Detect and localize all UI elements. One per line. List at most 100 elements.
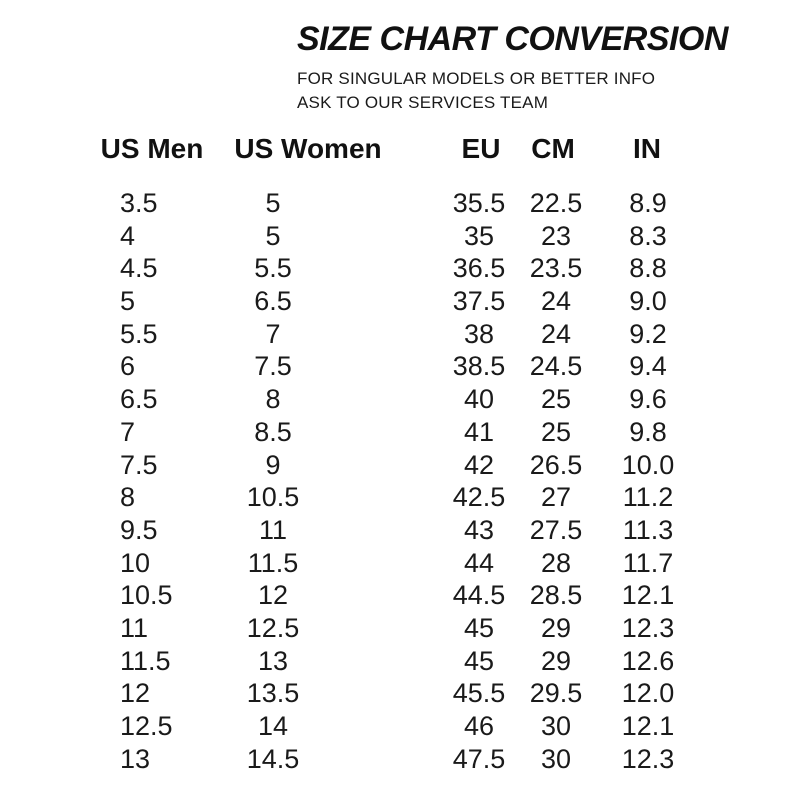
column-header-us-men: US Men [100,133,204,164]
cell-cm: 30 [540,711,572,741]
cell-eu: 38.5 [452,351,506,382]
table-row: 10.5 12 44.5 28.5 12.1 [0,579,800,612]
cell-eu: 40 [463,384,495,415]
cell-cm: 25 [540,384,572,415]
column-header-eu: EU [461,133,501,164]
table-row: 13 14.5 47.5 30 12.3 [0,743,800,776]
cell-cm: 26.5 [529,449,583,480]
cell-us-men: 5 [120,286,136,317]
cell-us-women: 7 [265,318,281,349]
cell-eu: 42.5 [452,482,506,513]
cell-us-women: 12.5 [246,612,300,643]
cell-in: 9.8 [629,416,667,447]
cell-eu: 41 [463,416,495,447]
cell-eu: 46 [463,711,495,741]
table-row: 4.5 5.5 36.5 23.5 8.8 [0,252,800,285]
cell-us-men: 10 [120,547,151,578]
table-row: 8 10.5 42.5 27 11.2 [0,481,800,514]
cell-us-women: 5.5 [254,253,292,284]
cell-cm: 29 [540,612,572,643]
cell-us-women: 8 [265,384,281,415]
cell-cm: 24 [540,286,572,317]
cell-cm: 28.5 [529,580,583,611]
cell-us-men: 8 [120,482,136,513]
table-row: 12 13.5 45.5 29.5 12.0 [0,677,800,710]
cell-in: 12.3 [621,743,675,774]
table-row: 6 7.5 38.5 24.5 9.4 [0,350,800,383]
table-row: 5 6.5 37.5 24 9.0 [0,285,800,318]
header-block: SIZE CHART CONVERSION FOR SINGULAR MODEL… [297,20,767,115]
cell-us-women: 12 [257,580,289,611]
cell-us-men: 12.5 [120,711,173,741]
cell-us-men: 6.5 [120,384,158,415]
table-row: 5.5 7 38 24 9.2 [0,318,800,351]
cell-in: 11.7 [622,547,674,578]
table-row: 10 11.5 44 28 11.7 [0,547,800,580]
cell-us-women: 14 [257,711,289,741]
cell-eu: 35.5 [452,188,506,218]
cell-us-men: 9.5 [120,514,158,545]
cell-eu: 43 [463,514,495,545]
cell-eu: 47.5 [452,743,506,774]
column-header-in: IN [633,133,661,164]
table-row: 11.5 13 45 29 12.6 [0,645,800,678]
cell-in: 11.3 [622,514,674,545]
cell-us-men: 5.5 [120,318,158,349]
cell-us-men: 11 [120,612,149,643]
subtitle-line-1: FOR SINGULAR MODELS OR BETTER INFO [297,69,656,88]
cell-cm: 30 [540,743,572,774]
cell-in: 12.1 [621,580,675,611]
cell-in: 11.2 [622,482,674,513]
table-body: 3.5 5 35.5 22.5 8.9 4 5 35 23 8.3 4.5 5.5 36.5 23.5 8.… [0,187,800,775]
cell-us-women: 11.5 [247,547,299,578]
cell-us-men: 4.5 [120,253,158,284]
table-row: 11 12.5 45 29 12.3 [0,612,800,645]
cell-eu: 45 [463,612,495,643]
page-subtitle: FOR SINGULAR MODELS OR BETTER INFO ASK T… [297,67,767,115]
cell-eu: 45.5 [452,678,506,709]
cell-us-men: 13 [120,743,151,774]
cell-in: 12.0 [621,678,675,709]
cell-in: 12.1 [621,711,675,741]
cell-eu: 37.5 [452,286,506,317]
cell-us-men: 4 [120,220,136,251]
cell-cm: 22.5 [529,188,583,218]
cell-in: 12.6 [621,645,675,676]
cell-us-women: 5 [265,188,281,218]
table-row: 9.5 11 43 27.5 11.3 [0,514,800,547]
column-header-us-women: US Women [234,133,382,164]
cell-us-women: 7.5 [254,351,292,382]
cell-in: 12.3 [621,612,675,643]
cell-eu: 45 [463,645,495,676]
page-title: SIZE CHART CONVERSION [297,20,728,58]
cell-in: 8.8 [629,253,667,284]
cell-cm: 24.5 [529,351,583,382]
table-row: 7.5 9 42 26.5 10.0 [0,449,800,482]
cell-us-women: 14.5 [246,743,300,774]
cell-cm: 23.5 [529,253,583,284]
cell-cm: 24 [540,318,572,349]
cell-us-women: 13.5 [246,678,300,709]
cell-eu: 36.5 [452,253,506,284]
cell-us-women: 8.5 [254,416,292,447]
cell-in: 8.3 [629,220,667,251]
cell-in: 9.4 [629,351,667,382]
cell-in: 9.6 [629,384,667,415]
cell-in: 9.2 [629,318,667,349]
cell-us-women: 6.5 [254,286,292,317]
cell-eu: 42 [463,449,495,480]
cell-eu: 35 [463,220,495,251]
table-row: 3.5 5 35.5 22.5 8.9 [0,187,800,220]
cell-us-women: 13 [257,645,289,676]
cell-us-women: 5 [265,220,281,251]
table-row: 4 5 35 23 8.3 [0,220,800,253]
cell-eu: 44 [463,547,495,578]
cell-us-men: 10.5 [120,580,173,611]
table-row: 7 8.5 41 25 9.8 [0,416,800,449]
cell-in: 8.9 [629,188,667,218]
cell-us-men: 12 [120,678,151,709]
cell-cm: 25 [540,416,572,447]
cell-cm: 23 [540,220,572,251]
cell-cm: 29.5 [529,678,583,709]
cell-in: 10.0 [621,449,675,480]
